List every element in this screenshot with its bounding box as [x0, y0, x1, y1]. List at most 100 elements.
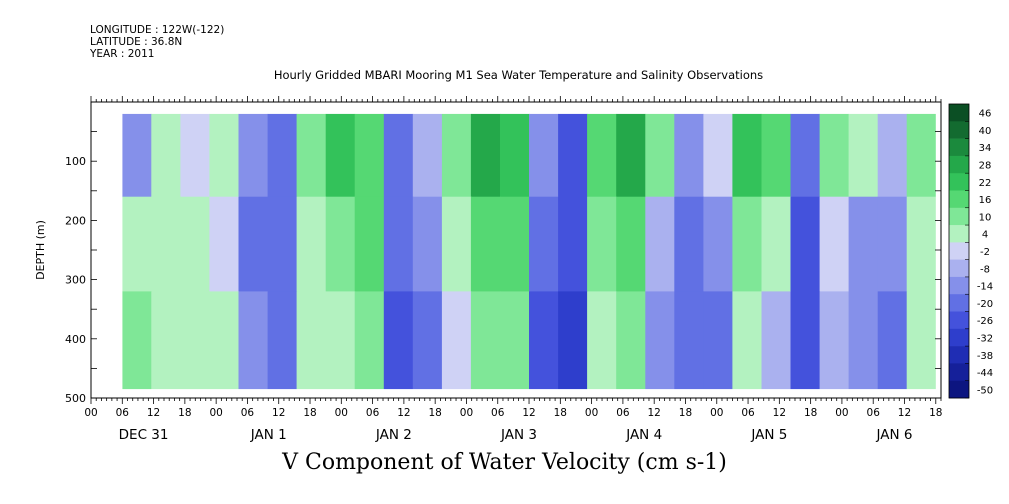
- x-hour-tick-label: 00: [209, 407, 222, 419]
- heatmap-cell: [674, 196, 704, 292]
- heatmap-cell: [122, 196, 152, 292]
- heatmap-cell: [587, 291, 617, 390]
- colorbar-swatch: [949, 380, 969, 399]
- location-metadata: LONGITUDE : 122W(-122) LATITUDE : 36.8N …: [90, 24, 224, 60]
- heatmap-cell: [616, 291, 646, 390]
- colorbar-label: 40: [979, 126, 992, 137]
- x-hour-tick-label: 18: [303, 407, 316, 419]
- heatmap-cell: [877, 113, 908, 198]
- x-hour-tick-label: 06: [616, 407, 630, 419]
- heatmap-cell: [906, 196, 937, 292]
- heatmap-cell: [267, 113, 298, 198]
- colorbar-swatch: [949, 207, 969, 226]
- heatmap-cell: [848, 196, 879, 292]
- colorbar-label: -32: [977, 333, 993, 344]
- heatmap-cell: [180, 113, 210, 198]
- heatmap-cell: [209, 113, 239, 198]
- x-hour-tick-label: 12: [272, 407, 285, 419]
- x-day-label: JAN 3: [500, 427, 537, 443]
- heatmap-cell: [354, 291, 385, 390]
- colorbar-swatch: [949, 138, 969, 157]
- heatmap-cell: [267, 196, 298, 292]
- heatmap-cell: [616, 196, 646, 292]
- heatmap-cell: [558, 113, 588, 198]
- heatmap-cell: [412, 113, 443, 198]
- colorbar-swatch: [949, 104, 969, 122]
- heatmap-cell: [238, 291, 269, 390]
- heatmap-cell: [151, 291, 181, 390]
- y-tick-label: 200: [65, 214, 86, 227]
- latitude-label: LATITUDE : 36.8N: [90, 36, 183, 48]
- colorbar-label: -44: [977, 368, 993, 379]
- heatmap-cell: [383, 196, 414, 292]
- colorbar-swatch: [949, 225, 969, 243]
- x-hour-tick-label: 06: [741, 407, 755, 419]
- x-day-label: JAN 1: [250, 427, 287, 443]
- x-hour-tick-label: 00: [835, 407, 848, 419]
- x-day-label: JAN 2: [375, 427, 412, 443]
- heatmap-cell: [412, 291, 443, 390]
- heatmap-cell: [151, 196, 181, 292]
- heatmap-cell: [529, 113, 559, 198]
- heatmap-cell: [848, 113, 879, 198]
- x-hour-tick-label: 18: [554, 407, 567, 419]
- x-hour-tick-label: 00: [84, 407, 97, 419]
- heatmap-cell: [296, 196, 327, 292]
- colorbar-label: -8: [980, 264, 990, 275]
- colorbar-label: -38: [977, 351, 993, 362]
- heatmap-cell: [325, 113, 356, 198]
- heatmap-cell: [441, 196, 472, 292]
- x-hour-tick-label: 12: [898, 407, 911, 419]
- heatmap-cell: [325, 196, 356, 292]
- x-hour-tick-label: 00: [585, 407, 598, 419]
- heatmap-cell: [180, 291, 210, 390]
- x-day-label: JAN 6: [876, 427, 913, 443]
- x-hour-tick-label: 00: [460, 407, 473, 419]
- y-tick-label: 300: [65, 274, 86, 287]
- colorbar-frame: [948, 103, 970, 399]
- heatmap-cell: [558, 196, 588, 292]
- x-hour-tick-label: 06: [241, 407, 255, 419]
- x-day-label: JAN 5: [750, 427, 787, 443]
- heatmap-cell: [325, 291, 356, 390]
- heatmap-cell: [354, 196, 385, 292]
- heatmap-cell: [470, 196, 501, 292]
- colorbar-label: 10: [979, 212, 992, 223]
- x-hour-tick-label: 18: [804, 407, 817, 419]
- colorbar-swatch: [949, 346, 969, 364]
- y-tick-label: 400: [65, 333, 86, 346]
- colorbar-swatch: [949, 242, 969, 260]
- heatmap-cell: [645, 113, 675, 198]
- no-data-region: [91, 389, 941, 398]
- colorbar-label: 16: [979, 195, 992, 206]
- heatmap-cell: [616, 113, 646, 198]
- heatmap-cell: [906, 113, 937, 198]
- heatmap-cell: [848, 291, 879, 390]
- heatmap-cell: [703, 113, 733, 198]
- heatmap-cell: [354, 113, 385, 198]
- y-axis-label: DEPTH (m): [34, 220, 47, 280]
- heatmap-cell: [470, 291, 501, 390]
- heatmap-cell: [877, 196, 908, 292]
- x-hour-tick-label: 18: [679, 407, 692, 419]
- x-hour-tick-label: 00: [335, 407, 348, 419]
- heatmap-cell: [790, 196, 821, 292]
- heatmap-cell: [819, 196, 850, 292]
- heatmap-cell: [761, 113, 792, 198]
- heatmap-cell: [674, 113, 704, 198]
- no-data-region: [91, 102, 941, 114]
- heatmap-cell: [732, 196, 762, 292]
- heatmap-cell: [151, 113, 181, 198]
- x-hour-tick-label: 18: [428, 407, 441, 419]
- x-hour-tick-label: 12: [648, 407, 661, 419]
- heatmap-cell: [732, 291, 762, 390]
- colorbar-label: 22: [979, 178, 992, 189]
- heatmap-cell: [761, 291, 792, 390]
- x-day-label: JAN 4: [625, 427, 662, 443]
- heatmap-cell: [500, 291, 530, 390]
- heatmap-cell: [383, 113, 414, 198]
- heatmap-cell: [470, 113, 501, 198]
- colorbar-label: 28: [979, 161, 992, 172]
- colorbar-swatch: [949, 259, 969, 278]
